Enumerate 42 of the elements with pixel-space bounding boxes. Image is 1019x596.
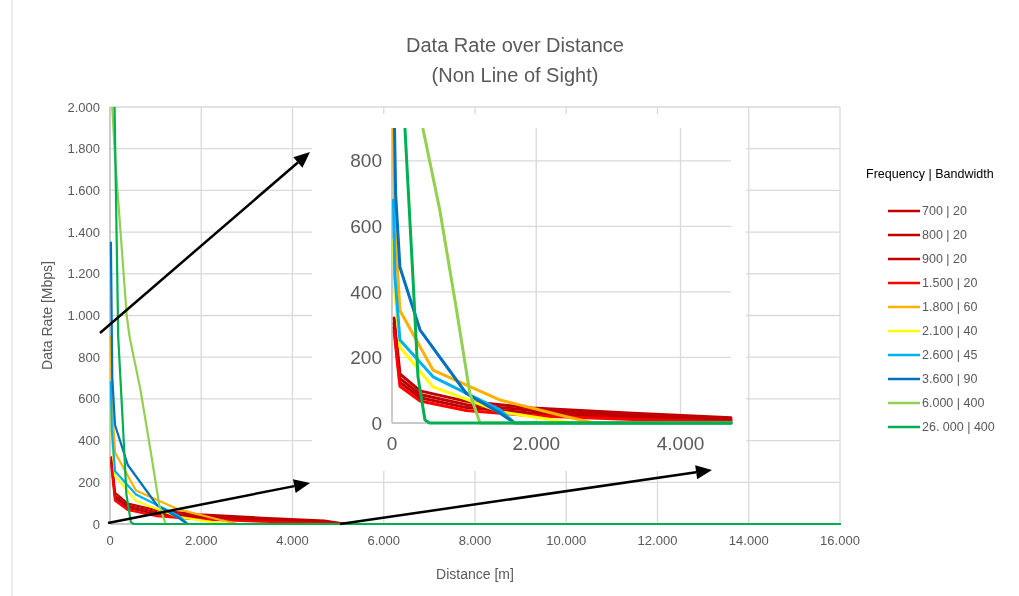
x-tick-label: 0 bbox=[106, 533, 114, 548]
x-axis-title: Distance [m] bbox=[436, 566, 514, 582]
x-tick-label: 4.000 bbox=[276, 533, 309, 548]
y-tick-label: 1.600 bbox=[67, 182, 100, 198]
y-tick-label: 1.000 bbox=[67, 308, 100, 324]
y-tick-label: 800 bbox=[350, 150, 382, 172]
y-tick-label: 800 bbox=[78, 349, 100, 365]
y-tick-label: 400 bbox=[78, 433, 100, 449]
y-tick-label: 1.800 bbox=[67, 141, 100, 157]
x-tick-label: 2.000 bbox=[512, 433, 561, 454]
y-tick-label: 600 bbox=[78, 391, 100, 407]
legend-label: 3.600 | 90 bbox=[922, 372, 978, 387]
x-tick-label: 0 bbox=[386, 433, 398, 454]
y-tick-label: 1.400 bbox=[67, 224, 100, 240]
legend-label: 26. 000 | 400 bbox=[922, 420, 995, 435]
legend-label: 1.500 | 20 bbox=[922, 276, 978, 291]
y-tick-label: 1.200 bbox=[67, 266, 100, 282]
x-tick-label: 14.000 bbox=[728, 533, 769, 548]
legend-label: 800 | 20 bbox=[922, 228, 967, 243]
legend-label: 2.600 | 45 bbox=[922, 348, 978, 363]
x-tick-label: 10.000 bbox=[546, 533, 587, 548]
x-tick-label: 6.000 bbox=[367, 533, 401, 548]
legend-label: 700 | 20 bbox=[922, 204, 967, 219]
y-tick-label: 600 bbox=[350, 215, 382, 237]
x-tick-label: 2.000 bbox=[184, 533, 218, 548]
x-tick-label: 16.000 bbox=[820, 533, 860, 548]
x-tick-label: 4.000 bbox=[656, 433, 705, 454]
legend-label: 1.800 | 60 bbox=[922, 300, 978, 315]
y-tick-label: 400 bbox=[350, 281, 382, 303]
x-tick-label: 12.000 bbox=[637, 533, 678, 548]
y-axis-title: Data Rate [Mbps] bbox=[39, 261, 55, 370]
y-tick-label: 2.000 bbox=[67, 99, 100, 115]
legend-label: 900 | 20 bbox=[922, 252, 967, 267]
legend-title: Frequency | Bandwidth bbox=[866, 167, 994, 181]
y-tick-label: 200 bbox=[350, 347, 382, 369]
x-tick-label: 8.000 bbox=[458, 533, 492, 548]
legend-label: 2.100 | 40 bbox=[922, 324, 978, 339]
legend-label: 6.000 | 400 bbox=[922, 396, 985, 411]
y-tick-label: 0 bbox=[371, 412, 382, 434]
y-tick-label: 0 bbox=[92, 516, 100, 532]
chart-title: Data Rate over Distance (Non Line of Sight) bbox=[406, 34, 624, 86]
y-tick-label: 200 bbox=[78, 474, 100, 490]
